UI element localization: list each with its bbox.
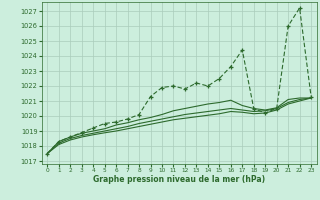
X-axis label: Graphe pression niveau de la mer (hPa): Graphe pression niveau de la mer (hPa)	[93, 175, 265, 184]
